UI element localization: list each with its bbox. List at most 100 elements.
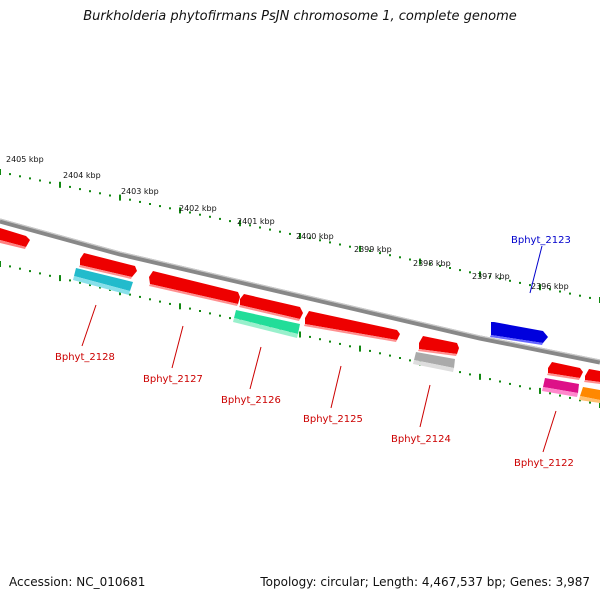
scale-dot (79, 188, 81, 191)
gene-box-cyan[interactable] (73, 268, 133, 295)
scale-dot (89, 190, 91, 193)
gene-label-bphyt-2123[interactable]: Bphyt_2123 (511, 235, 571, 246)
gene-label-bphyt-2122[interactable]: Bphyt_2122 (514, 458, 574, 469)
scale-dot (189, 211, 191, 214)
scale-dot (289, 232, 291, 235)
scale-dot (219, 314, 221, 317)
scale-dot (509, 279, 511, 282)
gene-label-bphyt-2127[interactable]: Bphyt_2127 (143, 374, 203, 385)
scale-labels: 2405 kbp 2404 kbp 2403 kbp 2402 kbp 2401… (6, 155, 569, 291)
scale-dot (149, 298, 151, 301)
scale-dot (129, 198, 131, 201)
gene-box-magenta[interactable] (542, 378, 579, 397)
scale-dot (379, 252, 381, 255)
scale-dot (49, 274, 51, 277)
scale-major-tick (359, 345, 361, 352)
scale-dot (499, 277, 501, 280)
scale-dot (159, 205, 161, 208)
scale-dot (549, 392, 551, 395)
scale-label: 2397 kbp (472, 272, 510, 281)
scale-dot (19, 175, 21, 178)
gene-arrow-partial-right[interactable] (584, 369, 600, 384)
scale-dot (69, 185, 71, 188)
scale-dot (199, 310, 201, 312)
gene-arrow-bphyt-2127[interactable] (149, 271, 240, 306)
scale-major-tick (479, 271, 481, 278)
gene-label-bphyt-2128[interactable]: Bphyt_2128 (55, 352, 115, 363)
scale-dot (49, 181, 51, 184)
gene-arrow-bphyt-2124[interactable] (418, 336, 459, 356)
scale-dot (579, 294, 581, 297)
scale-dot (489, 275, 491, 278)
scale-dot (169, 302, 171, 305)
gene-label-bphyt-2124[interactable]: Bphyt_2124 (391, 434, 451, 445)
gene-arrow-bphyt-2128[interactable] (79, 253, 137, 279)
scale-major-tick (419, 258, 421, 265)
gene-arrow-bphyt-2122[interactable] (547, 362, 583, 380)
scale-major-tick (239, 220, 241, 227)
scale-dot (19, 267, 21, 270)
scale-label: 2404 kbp (63, 171, 101, 180)
gene-arrow-bphyt-2126[interactable] (239, 294, 303, 321)
scale-dot (9, 173, 11, 176)
scale-label: 2403 kbp (121, 187, 159, 196)
forward-genes (0, 228, 600, 384)
scale-major-tick (539, 387, 541, 394)
gene-arrow-bphyt-2125[interactable] (304, 311, 400, 342)
scale-dot (129, 293, 131, 296)
scale-dot (149, 203, 151, 205)
scale-dot (569, 292, 571, 295)
scale-major-tick (299, 331, 301, 338)
gene-box-orange[interactable] (579, 387, 600, 403)
scale-label: 2401 kbp (237, 217, 275, 226)
scale-dot (99, 286, 101, 289)
scale-dot (29, 270, 31, 273)
scale-dot (469, 271, 471, 274)
gene-label-bphyt-2125[interactable]: Bphyt_2125 (303, 414, 363, 425)
gene-box-gray[interactable] (413, 352, 455, 372)
scale-dot (579, 399, 581, 402)
scale-dot (449, 267, 451, 269)
scale-major-tick (539, 284, 541, 291)
gene-arrow-partial-left[interactable] (0, 228, 30, 249)
scale-dot (89, 284, 91, 287)
scale-dot (509, 382, 511, 385)
scale-dot (459, 269, 461, 272)
scale-dot (279, 230, 281, 233)
scale-dot (349, 245, 351, 248)
scale-dot (249, 224, 251, 227)
scale-label: 2399 kbp (354, 245, 392, 254)
gene-arrow-bphyt-2123[interactable] (490, 322, 548, 345)
scale-dot (519, 281, 521, 284)
scale-label: 2396 kbp (531, 282, 569, 291)
scale-major-tick (0, 169, 1, 175)
reverse-genes (73, 268, 600, 403)
scale-dot (209, 215, 211, 218)
scale-label: 2400 kbp (296, 232, 334, 241)
scale-dot (229, 220, 231, 223)
scale-major-tick (359, 245, 361, 252)
scale-dot (489, 378, 491, 381)
scale-dot (399, 256, 401, 259)
scale-dot (329, 241, 331, 244)
scale-dot (319, 239, 321, 242)
gene-box-green[interactable] (233, 310, 300, 338)
scale-major-tick (179, 303, 181, 310)
scale-dot (139, 200, 141, 203)
scale-dot (589, 401, 591, 404)
scale-dot (459, 371, 461, 374)
label-leaders (81, 245, 557, 453)
scale-major-tick (179, 207, 181, 214)
scale-label: 2398 kbp (413, 259, 451, 268)
scale-dot (569, 396, 571, 399)
scale-dot (109, 194, 111, 197)
genome-backbone-highlight (0, 218, 600, 361)
scale-major-tick (59, 181, 61, 188)
scale-dot (229, 317, 231, 320)
scale-dot (219, 217, 221, 220)
scale-major-tick (0, 261, 1, 267)
scale-dot (529, 284, 531, 287)
scale-dot (549, 288, 551, 291)
gene-label-bphyt-2126[interactable]: Bphyt_2126 (221, 395, 281, 406)
